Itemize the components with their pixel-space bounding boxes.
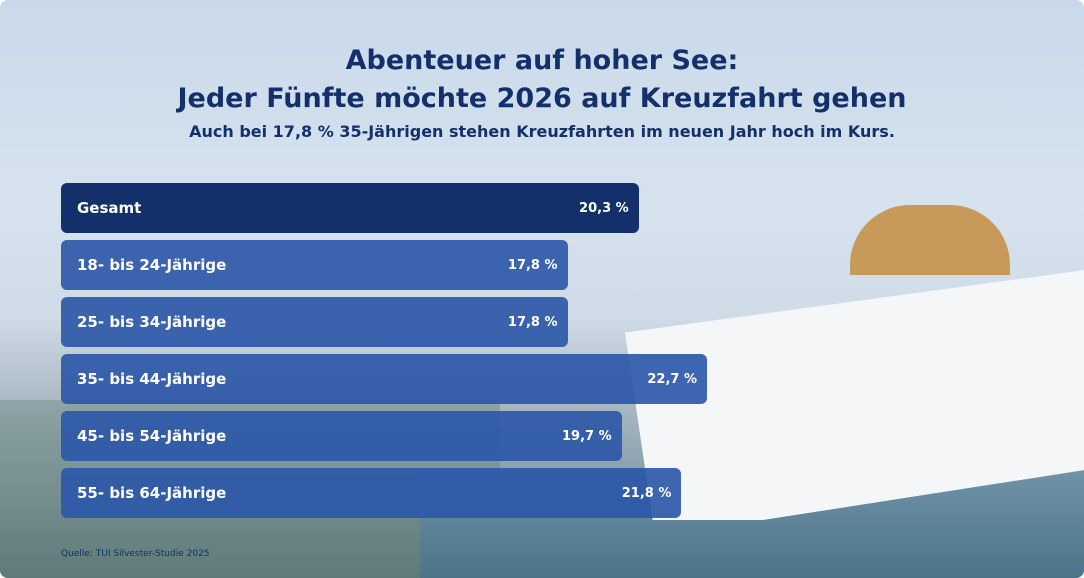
bar-value: 22,7 % xyxy=(647,371,697,387)
bar-value: 21,8 % xyxy=(621,485,672,501)
bar-5: 55- bis 64-Jährige 21,8 % xyxy=(61,468,682,518)
bar-label: Gesamt xyxy=(77,199,142,217)
bar-1: 18- bis 24-Jährige 17,8 % xyxy=(61,240,568,290)
bar-label: 35- bis 44-Jährige xyxy=(77,370,227,388)
bar-4: 45- bis 54-Jährige 19,7 % xyxy=(61,411,622,461)
source-note: Quelle: TUI Silvester-Studie 2025 xyxy=(61,549,210,559)
bar-0: Gesamt 20,3 % xyxy=(61,183,639,233)
bar-value: 17,8 % xyxy=(507,257,558,273)
bar-label: 45- bis 54-Jährige xyxy=(77,427,227,445)
subtitle: Auch bei 17,8 % 35-Jährigen stehen Kreuz… xyxy=(189,122,895,141)
bar-value: 20,3 % xyxy=(579,200,629,216)
bar-2: 25- bis 34-Jährige 17,8 % xyxy=(61,297,568,347)
bar-value: 17,8 % xyxy=(507,314,558,330)
title-line-1: Abenteuer auf hoher See: xyxy=(345,45,739,76)
ship-dome xyxy=(850,205,1010,275)
title-line-2: Jeder Fünfte möchte 2026 auf Kreuzfahrt … xyxy=(177,83,907,114)
bar-value: 19,7 % xyxy=(561,428,612,444)
bar-label: 25- bis 34-Jährige xyxy=(77,313,227,331)
bar-label: 55- bis 64-Jährige xyxy=(77,484,227,502)
bar-label: 18- bis 24-Jährige xyxy=(77,256,227,274)
bar-3: 35- bis 44-Jährige 22,7 % xyxy=(61,354,707,404)
